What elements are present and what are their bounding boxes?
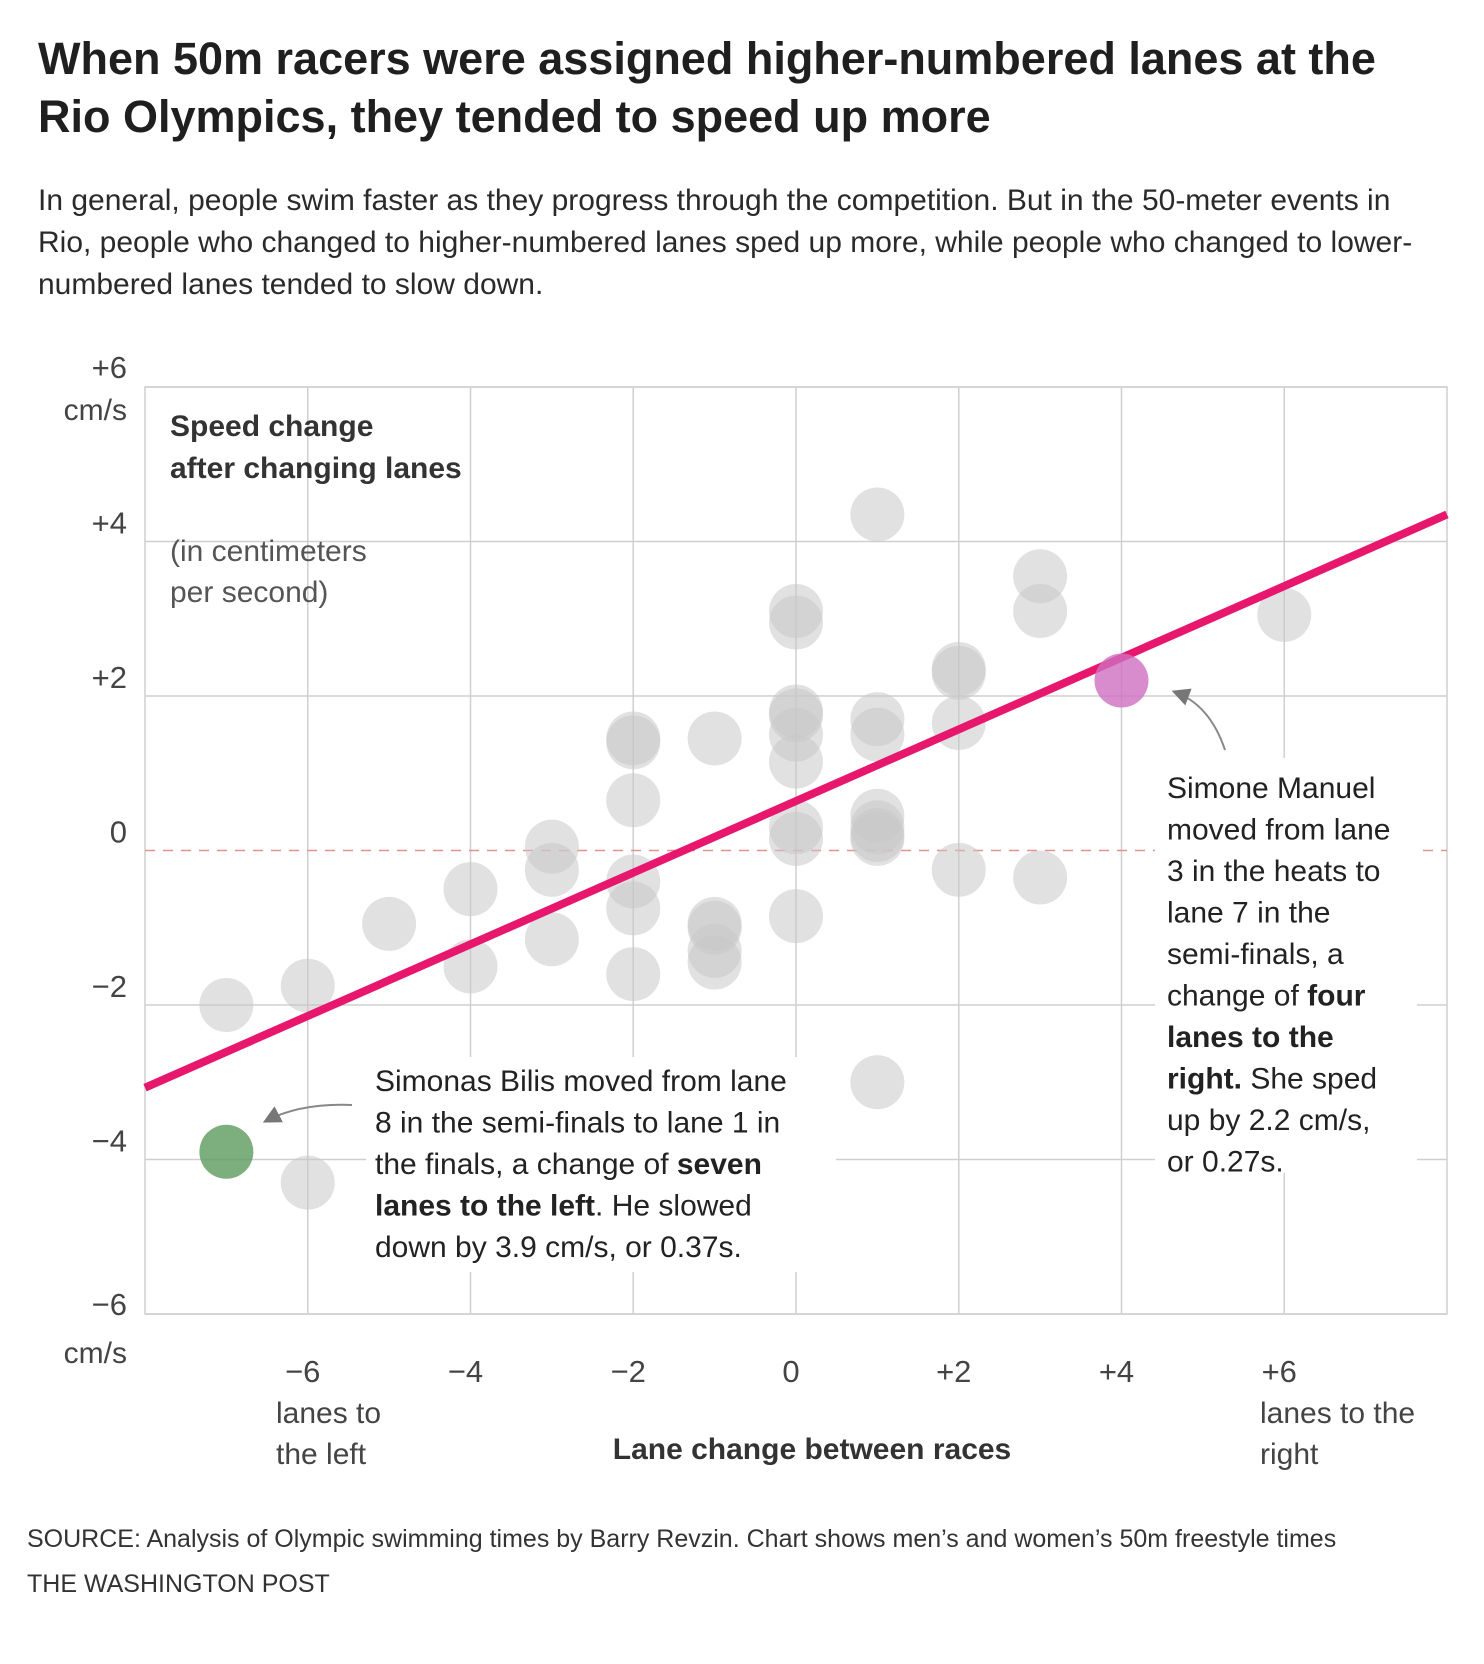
annotation-backdrop-bilis <box>366 1057 836 1272</box>
annotation-manuel: moved from lane <box>1167 814 1390 847</box>
x-tick-label: −2 <box>611 1354 646 1389</box>
annotation-bilis: lanes to the left. He slowed <box>375 1190 752 1223</box>
annotation-bilis: 8 in the semi-finals to lane 1 in <box>375 1107 780 1140</box>
x-unit-label-left: lanes to <box>276 1397 381 1430</box>
data-point <box>769 889 823 944</box>
annotation-bilis: Simonas Bilis moved from lane <box>375 1065 787 1098</box>
y-tick-label: −6 <box>92 1287 127 1322</box>
data-point <box>850 487 905 542</box>
data-point <box>280 1155 335 1210</box>
x-tick-label: 0 <box>782 1354 799 1389</box>
annotation-bilis-span: lanes to the left <box>375 1190 595 1223</box>
x-tick-label: −4 <box>448 1354 483 1389</box>
annotation-manuel-span: moved from lane <box>1167 814 1390 847</box>
annotation-manuel-span: or 0.27s. <box>1167 1146 1284 1179</box>
x-tick-label: −6 <box>285 1354 320 1389</box>
chart-subtitle: In general, people swim faster as they p… <box>38 184 1413 301</box>
data-point <box>524 912 579 967</box>
data-point <box>606 881 661 936</box>
trend-line <box>143 510 1449 1092</box>
data-point <box>769 734 823 789</box>
x-tick-label: +2 <box>936 1354 971 1389</box>
annotation-manuel-span: Simone Manuel <box>1167 772 1375 805</box>
data-point <box>280 958 335 1013</box>
data-point <box>524 842 579 897</box>
data-point <box>606 947 661 1002</box>
y-tick-label: +4 <box>92 506 127 541</box>
data-point <box>769 811 823 866</box>
credit-line: THE WASHINGTON POST <box>27 1570 330 1598</box>
highlight-point-manuel <box>1094 653 1149 708</box>
data-point <box>1013 850 1068 905</box>
annotation-manuel: change of four <box>1167 980 1366 1013</box>
annotation-manuel-span: right. <box>1167 1063 1242 1096</box>
data-point <box>850 1055 905 1110</box>
data-point <box>1257 587 1312 642</box>
annotation-manuel-span: lane 7 in the <box>1167 897 1330 930</box>
annotation-manuel: or 0.27s. <box>1167 1146 1284 1179</box>
annotation-bilis-span: down by 3.9 cm/s, or 0.37s. <box>375 1231 742 1264</box>
data-point <box>850 707 905 762</box>
data-point <box>687 711 742 766</box>
chart-title: When 50m racers were assigned higher-num… <box>38 33 1376 142</box>
data-point <box>850 811 905 866</box>
data-point <box>606 773 661 828</box>
x-unit-label-left: the left <box>276 1438 367 1471</box>
annotation-arrow-manuel <box>1171 688 1226 751</box>
annotation-backdrop-manuel <box>1155 758 1417 1173</box>
annotation-manuel: lanes to the <box>1167 1021 1334 1054</box>
x-unit-label-right: right <box>1260 1438 1319 1471</box>
x-tick-label: +6 <box>1262 1354 1297 1389</box>
annotation-arrow-bilis <box>262 1103 353 1123</box>
annotation-manuel: lane 7 in the <box>1167 897 1330 930</box>
annotation-bilis: the finals, a change of seven <box>375 1148 762 1181</box>
data-point <box>687 935 742 990</box>
annotation-bilis-span: seven <box>677 1148 762 1181</box>
data-point <box>443 862 498 917</box>
y-unit-label-bottom: cm/s <box>64 1337 127 1370</box>
x-unit-label-right: lanes to the <box>1260 1397 1415 1430</box>
data-point <box>931 645 986 700</box>
annotation-manuel: semi-finals, a <box>1167 938 1344 971</box>
highlight-point-bilis <box>199 1124 254 1179</box>
data-point <box>362 896 417 951</box>
annotation-manuel-span: She sped <box>1242 1063 1377 1096</box>
y-axis-title: Speed change <box>170 410 373 443</box>
annotation-bilis: down by 3.9 cm/s, or 0.37s. <box>375 1231 742 1264</box>
annotation-manuel-span: four <box>1307 980 1366 1013</box>
annotation-manuel: up by 2.2 cm/s, <box>1167 1104 1370 1137</box>
annotation-manuel: right. She sped <box>1167 1063 1377 1096</box>
data-point <box>1013 584 1068 639</box>
x-tick-label: +4 <box>1099 1354 1134 1389</box>
y-tick-label: +6 <box>92 350 127 385</box>
annotation-manuel: Simone Manuel <box>1167 772 1375 805</box>
y-tick-label: −2 <box>92 969 127 1004</box>
annotation-bilis-span: Simonas Bilis moved from lane <box>375 1065 787 1098</box>
annotation-manuel-span: up by 2.2 cm/s, <box>1167 1104 1370 1137</box>
annotation-manuel: 3 in the heats to <box>1167 855 1381 888</box>
y-axis-note: per second) <box>170 576 328 609</box>
annotation-bilis-span: 8 in the semi-finals to lane 1 in <box>375 1107 780 1140</box>
annotation-manuel-span: semi-finals, a <box>1167 938 1344 971</box>
data-point <box>931 842 986 897</box>
y-axis-note: (in centimeters <box>170 535 367 568</box>
data-point <box>606 715 661 770</box>
y-tick-label: −4 <box>92 1124 127 1159</box>
annotation-manuel-span: 3 in the heats to <box>1167 855 1381 888</box>
annotation-manuel-span: change of <box>1167 980 1307 1013</box>
y-unit-label-top: cm/s <box>64 394 127 427</box>
y-axis-title: after changing lanes <box>170 452 462 485</box>
source-note: SOURCE: Analysis of Olympic swimming tim… <box>27 1525 1337 1553</box>
annotation-manuel-span: lanes to the <box>1167 1021 1334 1054</box>
x-axis-title: Lane change between races <box>613 1433 1012 1466</box>
y-tick-label: +2 <box>92 660 127 695</box>
annotation-bilis-span: the finals, a change of <box>375 1148 677 1181</box>
y-tick-label: 0 <box>110 815 127 850</box>
annotation-bilis-span: . He slowed <box>595 1190 752 1223</box>
data-point <box>199 978 254 1032</box>
data-point <box>769 595 823 650</box>
